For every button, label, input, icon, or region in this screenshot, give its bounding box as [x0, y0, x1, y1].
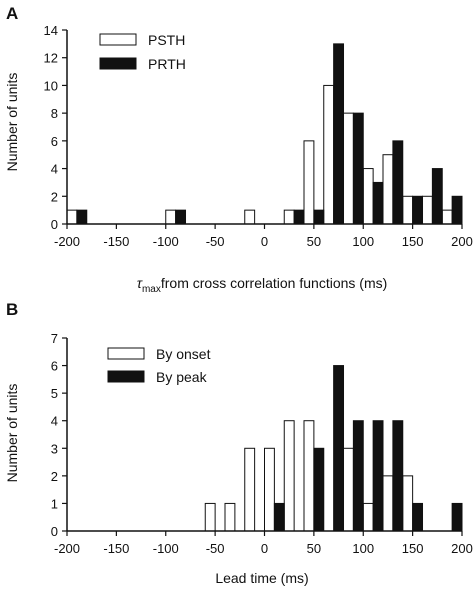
- panel-a-bar-prth: [412, 195, 424, 225]
- panel-a: A Number of units 0 2 4 6 8 10 12 14 -200 -150 -10…: [4, 4, 473, 295]
- panel-a-bar-psth: [362, 168, 374, 225]
- panel-a-bar-prth: [293, 209, 305, 225]
- panel-a-plot-area: 0 2 4 6 8 10 12 14 -200 -150 -100 -50 0 50 100 150 200: [44, 23, 473, 249]
- panel-a-x-tick-label: 0: [261, 234, 268, 249]
- panel-a-bar-prth: [372, 181, 384, 225]
- legend-swatch-by-peak: [107, 370, 145, 383]
- panel-a-bar-prth: [431, 168, 443, 225]
- panel-b-bar-by-peak: [412, 502, 424, 532]
- panel-a-bar-psth: [323, 84, 335, 225]
- panel-a-y-axis-title: Number of units: [4, 73, 20, 172]
- panel-a-x-tick-label: 100: [352, 234, 374, 249]
- panel-b-bar-by-onset: [303, 420, 315, 532]
- panel-b-bar-by-peak: [451, 502, 463, 532]
- panel-b-x-tick-label: 100: [352, 541, 374, 556]
- panel-a-bar-psth: [283, 209, 295, 225]
- panel-b-bar-by-peak: [392, 420, 404, 532]
- panel-b-label: B: [6, 300, 18, 319]
- panel-a-bar-psth: [402, 195, 414, 225]
- panel-b-x-tick-label: 150: [402, 541, 424, 556]
- panel-a-y-tick-label: 6: [51, 134, 58, 149]
- panel-b-x-tick-label: -50: [206, 541, 225, 556]
- panel-a-y-tick-label: 8: [51, 106, 58, 121]
- panel-a-label: A: [6, 4, 18, 23]
- panel-a-bar-psth: [303, 140, 315, 225]
- panel-a-x-tick-label: -100: [153, 234, 179, 249]
- panel-a-bar-prth: [451, 195, 463, 225]
- panel-b-y-axis-title: Number of units: [4, 384, 20, 483]
- panel-a-x-tick-label: 150: [402, 234, 424, 249]
- panel-b-bar-by-peak: [352, 420, 364, 532]
- x-axis-title-subscript: max: [142, 284, 161, 295]
- panel-a-bar-prth: [333, 43, 345, 225]
- panel-b-x-tick-label: 0: [261, 541, 268, 556]
- panel-a-bar-psth: [244, 209, 256, 225]
- panel-b-y-tick-label: 7: [51, 331, 58, 346]
- panel-b-bar-by-onset: [362, 502, 374, 532]
- panel-b-bar-by-peak: [313, 447, 325, 532]
- panel-b-y-tick-label: 4: [51, 414, 58, 429]
- panel-b-x-tick-label: -200: [54, 541, 80, 556]
- panel-b-x-tick-label: -150: [103, 541, 129, 556]
- panel-b-y-tick-label: 6: [51, 359, 58, 374]
- panel-b-x-axis-title: Lead time (ms): [215, 570, 308, 586]
- panel-a-bar-prth: [392, 140, 404, 225]
- panel-a-y-tick-label: 4: [51, 162, 58, 177]
- panel-a-x-tick-label: -50: [206, 234, 225, 249]
- panel-b-bar-by-onset: [283, 420, 295, 532]
- panel-a-bar-psth: [165, 209, 177, 225]
- panel-a-x-tick-label: 200: [451, 234, 473, 249]
- panel-a-bar-psth: [422, 195, 433, 225]
- panel-a-bar-psth: [66, 209, 78, 225]
- legend-swatch-by-onset: [107, 347, 145, 360]
- legend-label-prth: PRTH: [148, 56, 186, 72]
- panel-a-y-tick-label: 0: [51, 217, 58, 232]
- panel-a-x-tick-label: -200: [54, 234, 80, 249]
- panel-a-bar-prth: [352, 112, 364, 225]
- panel-b-bar-by-onset: [402, 475, 414, 532]
- panel-a-bar-prth: [313, 209, 325, 225]
- panel-b-bar-by-onset: [244, 447, 256, 532]
- panel-a-y-tick-label: 2: [51, 189, 58, 204]
- panel-b-x-tick-label: 50: [307, 541, 321, 556]
- panel-b-x-tick-label: 200: [451, 541, 473, 556]
- panel-b-y-tick-label: 1: [51, 496, 58, 511]
- legend-label-psth: PSTH: [148, 32, 185, 48]
- panel-b-x-tick-label: -100: [153, 541, 179, 556]
- panel-b-y-tick-label: 5: [51, 386, 58, 401]
- x-axis-title-symbol: τ: [137, 275, 143, 291]
- panel-a-legend: PSTH PRTH: [99, 32, 186, 72]
- panel-b-bar-by-onset: [204, 502, 216, 532]
- panel-b-bar-by-peak: [333, 365, 345, 532]
- panel-a-y-tick-label: 14: [44, 23, 58, 38]
- panel-b-bar-by-peak: [372, 420, 384, 532]
- legend-label-by-onset: By onset: [156, 346, 211, 362]
- panel-a-bar-prth: [175, 209, 187, 225]
- panel-b-y-tick-label: 0: [51, 524, 58, 539]
- panel-a-bar-psth: [343, 112, 354, 225]
- panel-a-y-tick-label: 12: [44, 51, 58, 66]
- panel-b-bar-by-onset: [382, 475, 394, 532]
- panel-b-y-tick-label: 2: [51, 469, 58, 484]
- panel-b-bar-by-onset: [264, 447, 275, 532]
- panel-b-legend: By onset By peak: [107, 346, 211, 385]
- legend-label-by-peak: By peak: [156, 369, 208, 385]
- panel-a-y-tick-label: 10: [44, 78, 58, 93]
- x-axis-title-rest: from cross correlation functions (ms): [161, 275, 387, 291]
- legend-swatch-psth: [99, 33, 137, 46]
- panel-b-y-tick-label: 3: [51, 441, 58, 456]
- panel-b-bar-by-onset: [343, 447, 354, 532]
- panel-b-plot-area: 0 1 2 3 4 5 6 7 -200 -150 -100 -50 0 50 100 150 200: [51, 331, 473, 556]
- panel-b: B Number of units 0 1 2 3 4 5 6 7 -200 -150 -100 -5…: [4, 300, 473, 586]
- panel-a-bar-psth: [441, 209, 453, 225]
- panel-a-x-tick-label: -150: [103, 234, 129, 249]
- panel-b-bar-by-onset: [224, 502, 236, 532]
- panel-a-bar-psth: [382, 154, 394, 225]
- panel-a-x-axis-title: τmaxfrom cross correlation functions (ms…: [137, 275, 388, 295]
- panel-a-bar-prth: [76, 209, 88, 225]
- panel-a-x-tick-label: 50: [307, 234, 321, 249]
- legend-swatch-prth: [99, 57, 137, 70]
- panel-b-bar-by-peak: [273, 502, 285, 532]
